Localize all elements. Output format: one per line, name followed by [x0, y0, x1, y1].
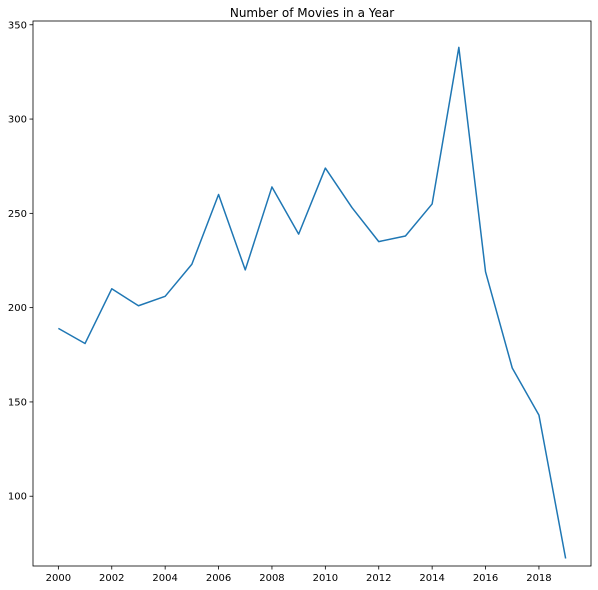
- y-tick-label: 100: [8, 492, 27, 503]
- y-axis: 100 150 200 250 300 350: [8, 20, 33, 503]
- y-tick-label: 150: [8, 397, 27, 408]
- plot-frame: [32, 20, 592, 567]
- series-line: [57, 46, 567, 559]
- x-tick-label: 2002: [99, 573, 124, 584]
- x-tick-label: 2008: [259, 573, 284, 584]
- y-tick-label: 300: [8, 115, 27, 126]
- chart-title: Number of Movies in a Year: [230, 6, 394, 20]
- x-tick-label: 2012: [366, 573, 391, 584]
- x-tick-label: 2014: [419, 573, 444, 584]
- y-tick-label: 200: [8, 303, 27, 314]
- y-tick-label: 350: [8, 20, 27, 31]
- plot-area: [32, 20, 592, 567]
- x-tick-label: 2006: [206, 573, 231, 584]
- x-axis: 2000 2002 2004 2006 2008 2010 2012 2014 2016 2018: [46, 566, 552, 584]
- x-tick-label: 2010: [313, 573, 338, 584]
- y-tick-label: 250: [8, 209, 27, 220]
- x-tick-label: 2000: [46, 573, 71, 584]
- x-tick-label: 2004: [152, 573, 177, 584]
- x-tick-label: 2018: [526, 573, 551, 584]
- x-tick-label: 2016: [473, 573, 498, 584]
